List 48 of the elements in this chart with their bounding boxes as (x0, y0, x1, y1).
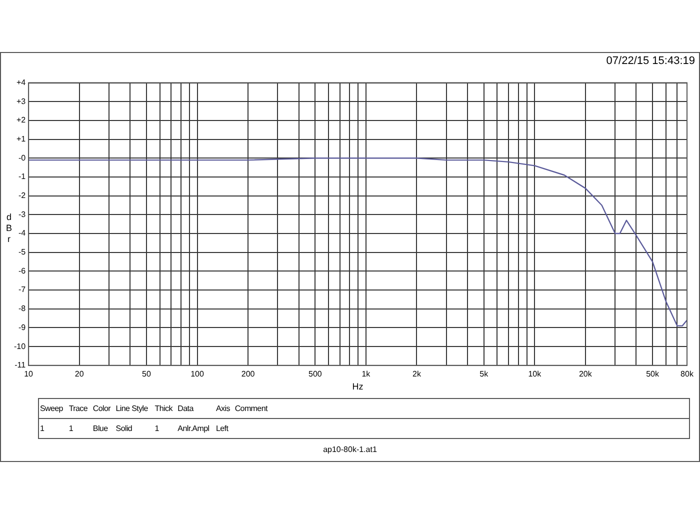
x-tick-label: 10 (24, 369, 34, 378)
x-tick-label: 200 (241, 369, 256, 378)
y-tick-label: -7 (18, 285, 26, 294)
text: Comment (234, 398, 690, 418)
x-tick-label: 20 (74, 369, 84, 378)
y-tick-label: -11 (14, 360, 26, 370)
text: Line Style (114, 398, 154, 418)
text: Thick (154, 398, 177, 418)
x-tick-label: 10k (528, 369, 542, 378)
y-tick-label: -2 (18, 191, 26, 200)
y-tick-label: +3 (16, 96, 26, 106)
x-tick-label: 20k (578, 369, 593, 378)
y-tick-label: -10 (14, 342, 26, 351)
x-tick-label: 5k (480, 369, 490, 378)
x-tick-label: 500 (308, 369, 322, 378)
text: Sweep (38, 398, 68, 418)
y-tick-label: -8 (18, 304, 26, 314)
x-tick-label: 2k (412, 369, 422, 378)
text: Solid (114, 423, 134, 435)
text: 1 (39, 423, 46, 435)
y-axis-title: dBr (6, 212, 12, 244)
x-tick-label: 1k (362, 369, 372, 378)
y-tick-label: -5 (18, 248, 26, 257)
text: Trace (68, 398, 92, 418)
y-tick-label: +2 (16, 116, 26, 125)
x-tick-label: 50 (142, 369, 152, 378)
y-tick-label: -0 (18, 153, 26, 162)
text: Left (214, 423, 230, 435)
text: 1 (154, 423, 160, 435)
text: 1 (68, 423, 74, 435)
text: Color (92, 398, 115, 418)
y-tick-label: -1 (18, 172, 26, 182)
x-tick-label: 80k (680, 369, 694, 378)
text: ap10-80k-1.at1 (322, 445, 378, 454)
y-tick-label: +4 (16, 78, 26, 88)
text: Blue (92, 423, 109, 435)
x-tick-label: 100 (190, 369, 204, 378)
text: Axis (214, 398, 234, 418)
y-tick-label: -9 (18, 322, 26, 332)
text: Anlr.Ampl (176, 423, 210, 435)
y-tick-label: -4 (18, 228, 26, 238)
text: Data (176, 398, 215, 418)
text: 07/22/15 15:43:19 (606, 55, 695, 67)
x-axis-title: Hz (352, 381, 364, 392)
x-tick-label: 50k (646, 369, 660, 378)
y-tick-label: -6 (18, 266, 26, 276)
y-tick-label: +1 (16, 134, 26, 144)
y-tick-label: -3 (18, 210, 26, 219)
